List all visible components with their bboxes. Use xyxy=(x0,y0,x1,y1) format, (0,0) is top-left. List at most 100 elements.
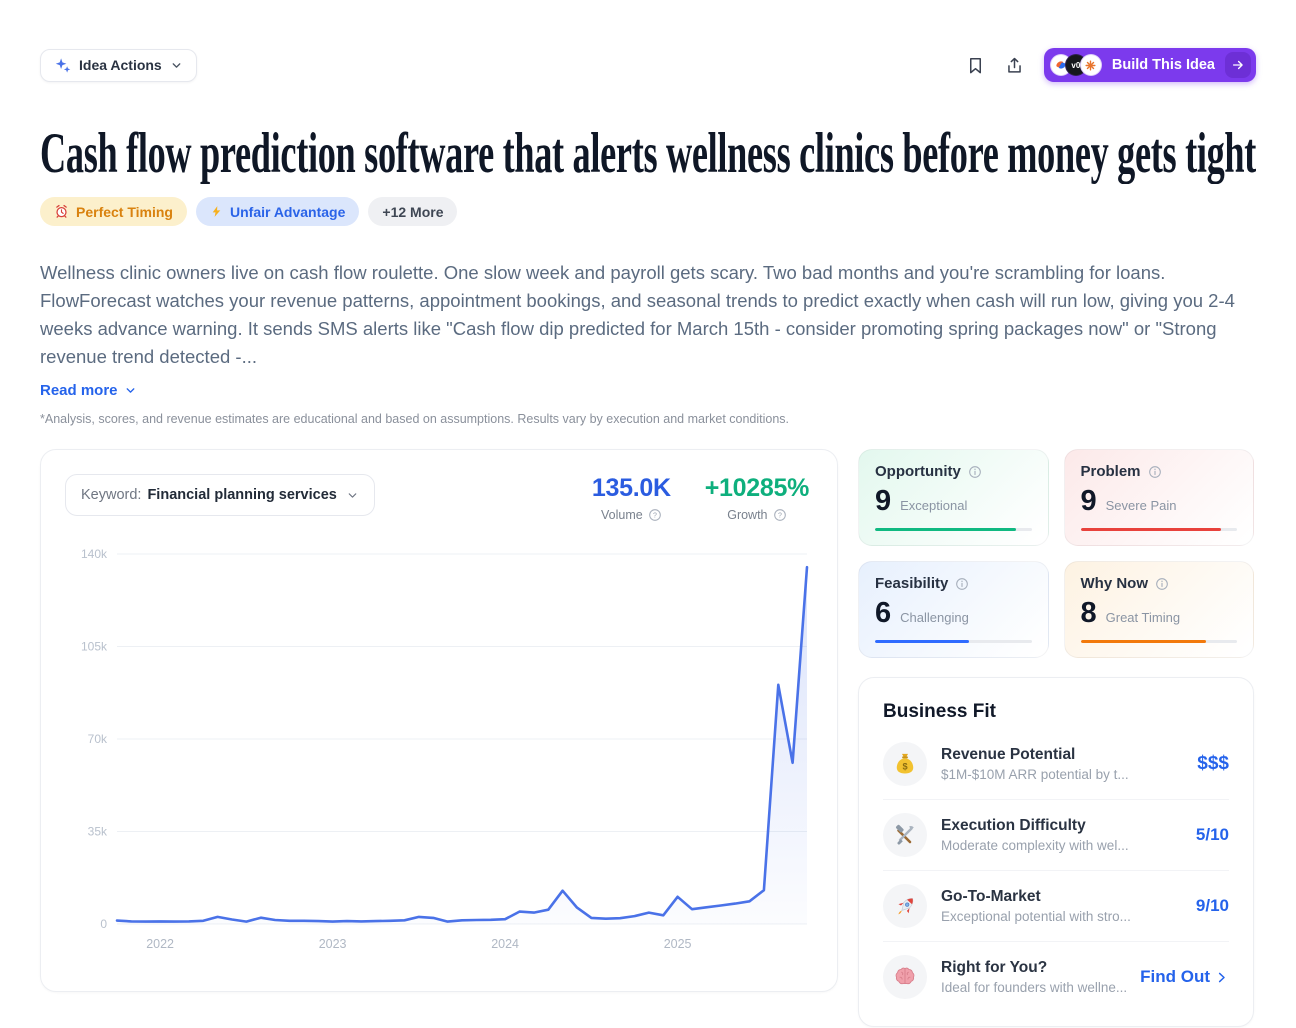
business-fit-item-title: Execution Difficulty xyxy=(941,817,1086,834)
growth-stat: +10285% Growth ? xyxy=(704,474,810,522)
score-title: Problem xyxy=(1080,463,1141,480)
tools-icon xyxy=(883,813,927,857)
score-value: 9 xyxy=(1080,485,1097,517)
tags-more-button[interactable]: +12 More xyxy=(368,197,458,226)
tag-list: Perfect Timing Unfair Advantage +12 More xyxy=(40,197,1256,226)
trend-chart-card: Keyword: Financial planning services 135… xyxy=(40,449,838,992)
growth-value: +10285% xyxy=(704,474,810,502)
bookmark-icon xyxy=(966,56,985,75)
page-title-text: Cash flow prediction software that alert… xyxy=(40,124,1256,184)
business-fit-item-subtitle: Exceptional potential with stro... xyxy=(941,909,1131,924)
topbar: Idea Actions v0 xyxy=(40,48,1256,82)
score-value: 6 xyxy=(875,597,892,629)
svg-text:70k: 70k xyxy=(88,732,108,746)
help-circle-icon[interactable]: ? xyxy=(773,508,787,522)
share-button[interactable] xyxy=(1005,56,1024,75)
score-progress xyxy=(875,528,1016,531)
find-out-label: Find Out xyxy=(1140,967,1210,986)
idea-actions-button[interactable]: Idea Actions xyxy=(40,48,197,82)
business-fit-item-title: Right for You? xyxy=(941,959,1048,976)
keyword-label: Keyword: xyxy=(81,487,142,503)
business-fit-row-execution: Execution Difficulty Moderate complexity… xyxy=(883,799,1229,870)
score-label: Exceptional xyxy=(900,498,968,513)
score-value: 9 xyxy=(875,485,892,517)
alarm-clock-icon xyxy=(54,204,69,219)
score-label: Challenging xyxy=(900,610,969,625)
score-label: Great Timing xyxy=(1105,610,1181,625)
score-grid: Opportunity 9 Exceptional Problem xyxy=(858,449,1254,658)
chevron-right-icon xyxy=(1214,970,1229,985)
volume-stat: 135.0K Volume ? xyxy=(592,474,671,522)
svg-text:?: ? xyxy=(778,512,782,519)
page-title: Cash flow prediction software that alert… xyxy=(40,124,1256,184)
spark-logo-badge xyxy=(1079,54,1102,76)
tag-unfair-advantage: Unfair Advantage xyxy=(196,197,360,226)
score-card-why-now: Why Now 8 Great Timing xyxy=(1063,561,1254,658)
svg-text:2022: 2022 xyxy=(146,937,174,951)
volume-label: Volume xyxy=(600,508,643,522)
score-title: Feasibility xyxy=(875,575,949,592)
business-fit-row-gtm: Go-To-Market Exceptional potential with … xyxy=(883,870,1229,941)
brain-icon xyxy=(883,955,927,999)
business-fit-item-subtitle: $1M-$10M ARR potential by t... xyxy=(941,767,1129,782)
tag-label: Perfect Timing xyxy=(76,203,173,220)
info-icon[interactable] xyxy=(955,577,969,591)
svg-text:?: ? xyxy=(653,512,657,519)
svg-text:105k: 105k xyxy=(81,640,108,654)
svg-text:140k: 140k xyxy=(81,547,108,561)
money-bag-icon: $ xyxy=(883,742,927,786)
score-progress xyxy=(1080,640,1206,643)
svg-text:0: 0 xyxy=(100,917,107,931)
chevron-down-icon xyxy=(124,384,137,397)
lightning-icon xyxy=(210,204,223,219)
scores-column: Opportunity 9 Exceptional Problem xyxy=(858,449,1254,1027)
business-fit-item-title: Go-To-Market xyxy=(941,888,1041,905)
build-tool-badges: v0 xyxy=(1049,54,1102,76)
find-out-button[interactable]: Find Out xyxy=(1140,967,1229,987)
main-content: Keyword: Financial planning services 135… xyxy=(40,449,1256,1027)
business-fit-item-title: Revenue Potential xyxy=(941,746,1076,763)
score-label: Severe Pain xyxy=(1105,498,1177,513)
idea-actions-label: Idea Actions xyxy=(79,57,162,73)
tag-label: Unfair Advantage xyxy=(230,203,346,220)
trend-stats: 135.0K Volume ? +10285% Growth xyxy=(592,474,813,522)
topbar-actions: v0 Build This Idea xyxy=(966,48,1256,82)
score-card-problem: Problem 9 Severe Pain xyxy=(1063,449,1254,546)
bookmark-button[interactable] xyxy=(966,56,985,75)
arrow-right-icon xyxy=(1225,52,1251,78)
tag-perfect-timing: Perfect Timing xyxy=(40,197,187,226)
volume-value: 135.0K xyxy=(591,474,671,502)
chevron-down-icon xyxy=(170,59,183,72)
growth-label: Growth xyxy=(727,508,768,522)
chevron-down-icon xyxy=(346,489,359,502)
disclaimer-text: *Analysis, scores, and revenue estimates… xyxy=(40,412,790,426)
business-fit-item-subtitle: Moderate complexity with wel... xyxy=(941,838,1129,853)
score-card-opportunity: Opportunity 9 Exceptional xyxy=(858,449,1049,546)
score-title: Opportunity xyxy=(875,463,961,480)
score-title: Why Now xyxy=(1080,575,1149,592)
info-icon[interactable] xyxy=(1148,465,1162,479)
read-more-label: Read more xyxy=(40,382,118,399)
business-fit-row-right-for-you: Right for You? Ideal for founders with w… xyxy=(883,941,1229,1012)
idea-description: Wellness clinic owners live on cash flow… xyxy=(40,262,1235,367)
svg-text:2025: 2025 xyxy=(664,937,692,951)
trend-chart-header: Keyword: Financial planning services 135… xyxy=(65,474,813,522)
business-fit-item-subtitle: Ideal for founders with wellne... xyxy=(941,980,1127,995)
score-card-feasibility: Feasibility 6 Challenging xyxy=(858,561,1049,658)
keyword-value: Financial planning services xyxy=(147,487,337,503)
info-icon[interactable] xyxy=(1155,577,1169,591)
svg-text:$: $ xyxy=(902,762,907,772)
read-more-button[interactable]: Read more xyxy=(40,382,137,399)
business-fit-title: Business Fit xyxy=(883,701,996,722)
info-icon[interactable] xyxy=(968,465,982,479)
business-fit-item-value: $$$ xyxy=(1197,753,1229,774)
business-fit-card: Business Fit $ Revenue Potential $1M-$10… xyxy=(858,677,1254,1027)
score-progress xyxy=(1080,528,1222,531)
help-circle-icon[interactable]: ? xyxy=(648,508,662,522)
share-icon xyxy=(1005,56,1024,75)
score-progress xyxy=(875,640,969,643)
svg-text:2024: 2024 xyxy=(491,937,519,951)
build-this-idea-button[interactable]: v0 Build This Idea xyxy=(1043,48,1256,82)
keyword-select[interactable]: Keyword: Financial planning services xyxy=(65,474,375,516)
